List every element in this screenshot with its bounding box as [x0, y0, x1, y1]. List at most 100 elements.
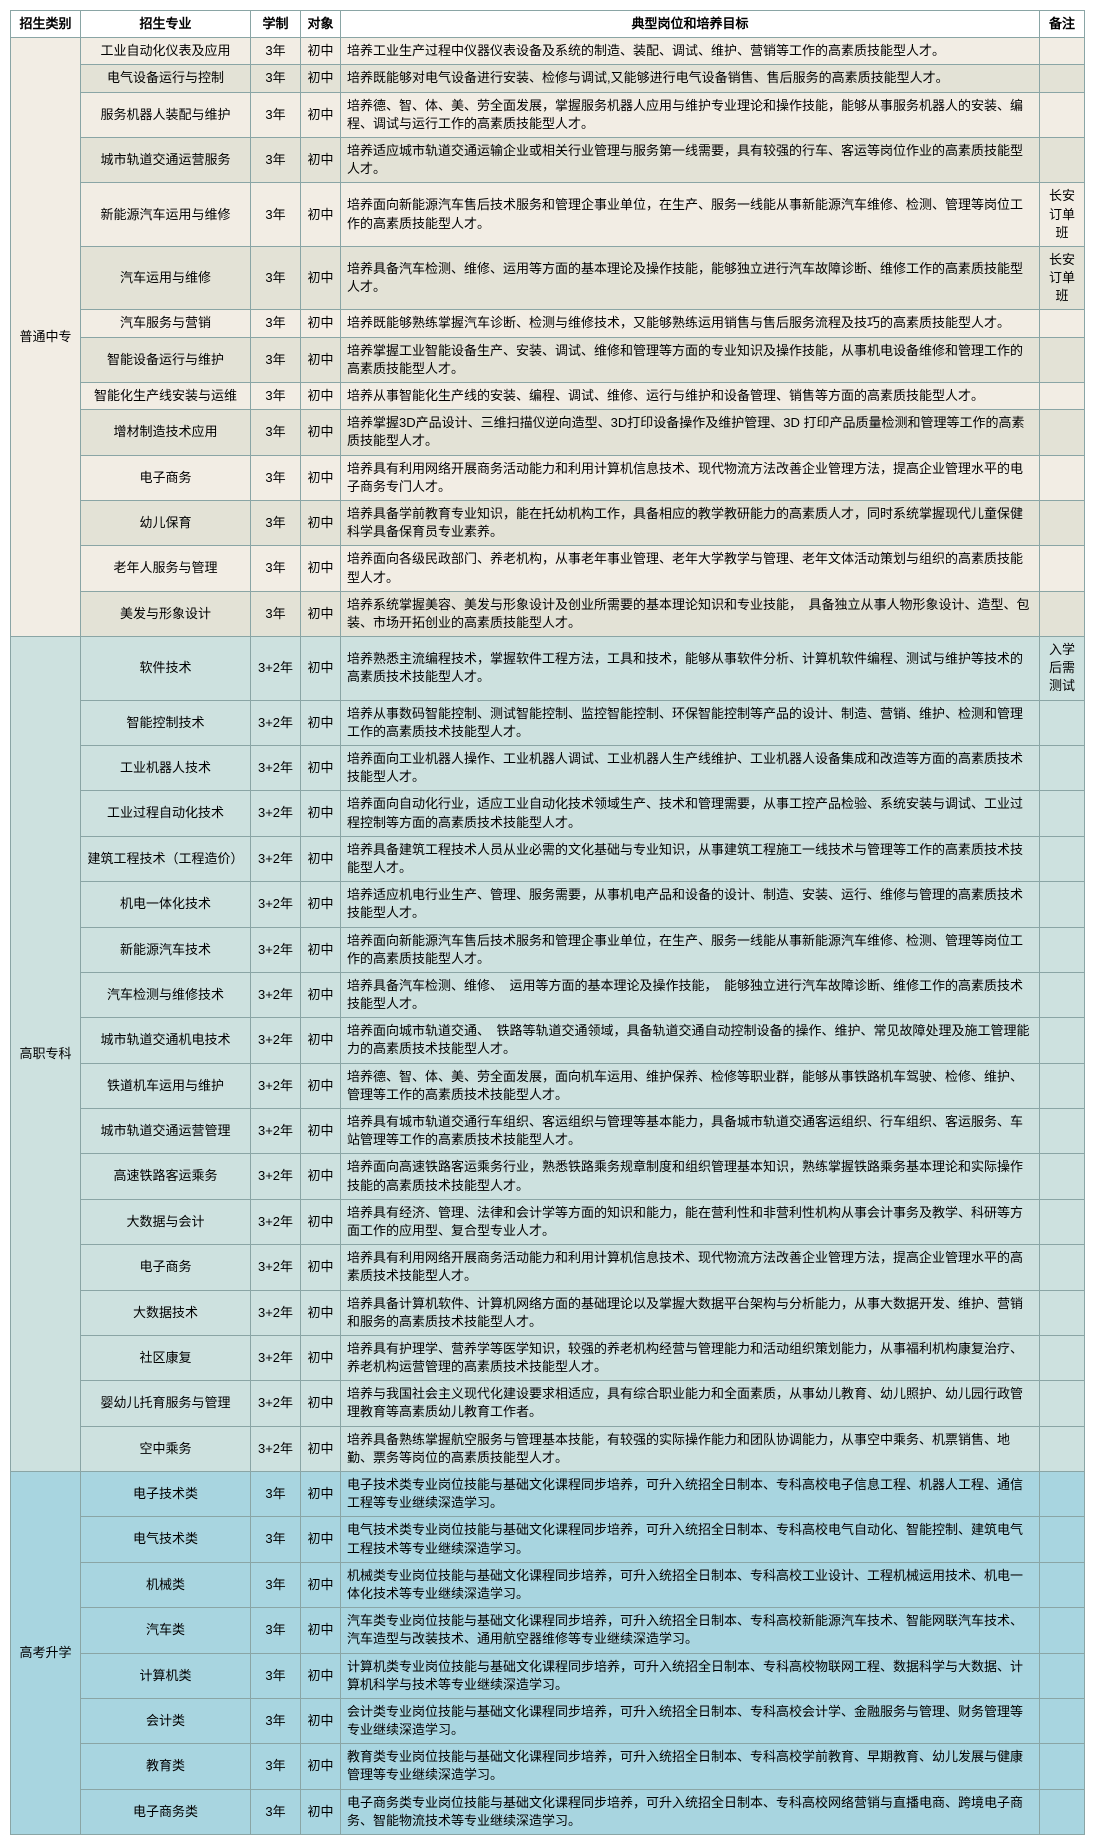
object-cell: 初中 [301, 1426, 341, 1471]
note-cell [1040, 746, 1085, 791]
note-cell [1040, 591, 1085, 636]
table-row: 大数据技术3+2年初中培养具备计算机软件、计算机网络方面的基础理论以及掌握大数据… [11, 1290, 1085, 1335]
table-row: 社区康复3+2年初中培养具有护理学、营养学等医学知识，较强的养老机构经营与管理能… [11, 1335, 1085, 1380]
desc-cell: 培养具有护理学、营养学等医学知识，较强的养老机构经营与管理能力和活动组织策划能力… [341, 1335, 1040, 1380]
object-cell: 初中 [301, 500, 341, 545]
object-cell: 初中 [301, 337, 341, 382]
note-cell [1040, 1517, 1085, 1562]
object-cell: 初中 [301, 183, 341, 247]
object-cell: 初中 [301, 746, 341, 791]
major-cell: 机械类 [81, 1562, 251, 1607]
major-cell: 铁道机车运用与维护 [81, 1063, 251, 1108]
duration-cell: 3+2年 [251, 882, 301, 927]
duration-cell: 3年 [251, 383, 301, 410]
desc-cell: 培养掌握3D产品设计、三维扫描仪逆向造型、3D打印设备操作及维护管理、3D 打印… [341, 410, 1040, 455]
note-cell [1040, 1199, 1085, 1244]
object-cell: 初中 [301, 1698, 341, 1743]
duration-cell: 3年 [251, 410, 301, 455]
object-cell: 初中 [301, 1608, 341, 1653]
major-cell: 电气技术类 [81, 1517, 251, 1562]
duration-cell: 3年 [251, 1472, 301, 1517]
major-cell: 汽车类 [81, 1608, 251, 1653]
table-row: 大数据与会计3+2年初中培养具有经济、管理、法律和会计学等方面的知识和能力，能在… [11, 1199, 1085, 1244]
major-cell: 机电一体化技术 [81, 882, 251, 927]
desc-cell: 培养工业生产过程中仪器仪表设备及系统的制造、装配、调试、维护、营销等工作的高素质… [341, 38, 1040, 65]
major-cell: 智能化生产线安装与运维 [81, 383, 251, 410]
note-cell [1040, 137, 1085, 182]
desc-cell: 培养熟悉主流编程技术，掌握软件工程方法，工具和技术，能够从事软件分析、计算机软件… [341, 637, 1040, 701]
table-row: 电子商务3年初中培养具有利用网络开展商务活动能力和利用计算机信息技术、现代物流方… [11, 455, 1085, 500]
note-cell [1040, 791, 1085, 836]
object-cell: 初中 [301, 1653, 341, 1698]
table-row: 电气设备运行与控制3年初中培养既能够对电气设备进行安装、检修与调试,又能够进行电… [11, 65, 1085, 92]
object-cell: 初中 [301, 455, 341, 500]
note-cell [1040, 836, 1085, 881]
major-cell: 新能源汽车技术 [81, 927, 251, 972]
note-cell [1040, 1063, 1085, 1108]
object-cell: 初中 [301, 1154, 341, 1199]
table-row: 汽车类3年初中汽车类专业岗位技能与基础文化课程同步培养，可升入统招全日制本、专科… [11, 1608, 1085, 1653]
desc-cell: 机械类专业岗位技能与基础文化课程同步培养，可升入统招全日制本、专科高校工业设计、… [341, 1562, 1040, 1607]
note-cell [1040, 882, 1085, 927]
desc-cell: 培养具备汽车检测、维修、 运用等方面的基本理论及操作技能， 能够独立进行汽车故障… [341, 972, 1040, 1017]
table-row: 工业机器人技术3+2年初中培养面向工业机器人操作、工业机器人调试、工业机器人生产… [11, 746, 1085, 791]
header-major: 招生专业 [81, 11, 251, 38]
category-cell: 普通中专 [11, 38, 81, 637]
object-cell: 初中 [301, 791, 341, 836]
desc-cell: 电子技术类专业岗位技能与基础文化课程同步培养，可升入统招全日制本、专科高校电子信… [341, 1472, 1040, 1517]
major-cell: 新能源汽车运用与维修 [81, 183, 251, 247]
note-cell [1040, 1290, 1085, 1335]
object-cell: 初中 [301, 1245, 341, 1290]
duration-cell: 3+2年 [251, 1426, 301, 1471]
table-row: 智能设备运行与维护3年初中培养掌握工业智能设备生产、安装、调试、维修和管理等方面… [11, 337, 1085, 382]
header-desc: 典型岗位和培养目标 [341, 11, 1040, 38]
major-cell: 汽车运用与维修 [81, 246, 251, 310]
desc-cell: 培养具有利用网络开展商务活动能力和利用计算机信息技术、现代物流方法改善企业管理方… [341, 1245, 1040, 1290]
major-cell: 城市轨道交通机电技术 [81, 1018, 251, 1063]
desc-cell: 培养具有城市轨道交通行车组织、客运组织与管理等基本能力，具备城市轨道交通客运组织… [341, 1109, 1040, 1154]
table-row: 新能源汽车技术3+2年初中培养面向新能源汽车售后技术服务和管理企事业单位，在生产… [11, 927, 1085, 972]
note-cell [1040, 927, 1085, 972]
note-cell [1040, 1154, 1085, 1199]
object-cell: 初中 [301, 972, 341, 1017]
duration-cell: 3年 [251, 455, 301, 500]
table-row: 普通中专工业自动化仪表及应用3年初中培养工业生产过程中仪器仪表设备及系统的制造、… [11, 38, 1085, 65]
note-cell [1040, 972, 1085, 1017]
table-row: 城市轨道交通机电技术3+2年初中培养面向城市轨道交通、 铁路等轨道交通领域，具备… [11, 1018, 1085, 1063]
object-cell: 初中 [301, 383, 341, 410]
major-cell: 电子商务类 [81, 1789, 251, 1834]
object-cell: 初中 [301, 410, 341, 455]
duration-cell: 3+2年 [251, 1335, 301, 1380]
table-row: 高考升学电子技术类3年初中电子技术类专业岗位技能与基础文化课程同步培养，可升入统… [11, 1472, 1085, 1517]
desc-cell: 培养适应机电行业生产、管理、服务需要，从事机电产品和设备的设计、制造、安装、运行… [341, 882, 1040, 927]
duration-cell: 3年 [251, 337, 301, 382]
category-cell: 高考升学 [11, 1472, 81, 1835]
major-cell: 工业机器人技术 [81, 746, 251, 791]
major-cell: 电子商务 [81, 455, 251, 500]
object-cell: 初中 [301, 1562, 341, 1607]
note-cell [1040, 383, 1085, 410]
note-cell [1040, 1245, 1085, 1290]
note-cell [1040, 1608, 1085, 1653]
note-cell [1040, 1018, 1085, 1063]
duration-cell: 3+2年 [251, 1245, 301, 1290]
table-row: 增材制造技术应用3年初中培养掌握3D产品设计、三维扫描仪逆向造型、3D打印设备操… [11, 410, 1085, 455]
major-cell: 城市轨道交通运营服务 [81, 137, 251, 182]
table-row: 智能控制技术3+2年初中培养从事数码智能控制、测试智能控制、监控智能控制、环保智… [11, 700, 1085, 745]
major-cell: 增材制造技术应用 [81, 410, 251, 455]
object-cell: 初中 [301, 882, 341, 927]
object-cell: 初中 [301, 1018, 341, 1063]
object-cell: 初中 [301, 1290, 341, 1335]
major-cell: 汽车检测与维修技术 [81, 972, 251, 1017]
object-cell: 初中 [301, 546, 341, 591]
major-cell: 美发与形象设计 [81, 591, 251, 636]
duration-cell: 3年 [251, 310, 301, 337]
major-cell: 大数据技术 [81, 1290, 251, 1335]
desc-cell: 培养面向高速铁路客运乘务行业，熟悉铁路乘务规章制度和组织管理基本知识，熟练掌握铁… [341, 1154, 1040, 1199]
major-cell: 工业过程自动化技术 [81, 791, 251, 836]
desc-cell: 培养具备汽车检测、维修、运用等方面的基本理论及操作技能，能够独立进行汽车故障诊断… [341, 246, 1040, 310]
desc-cell: 培养从事数码智能控制、测试智能控制、监控智能控制、环保智能控制等产品的设计、制造… [341, 700, 1040, 745]
note-cell [1040, 1744, 1085, 1789]
duration-cell: 3+2年 [251, 637, 301, 701]
duration-cell: 3+2年 [251, 1199, 301, 1244]
